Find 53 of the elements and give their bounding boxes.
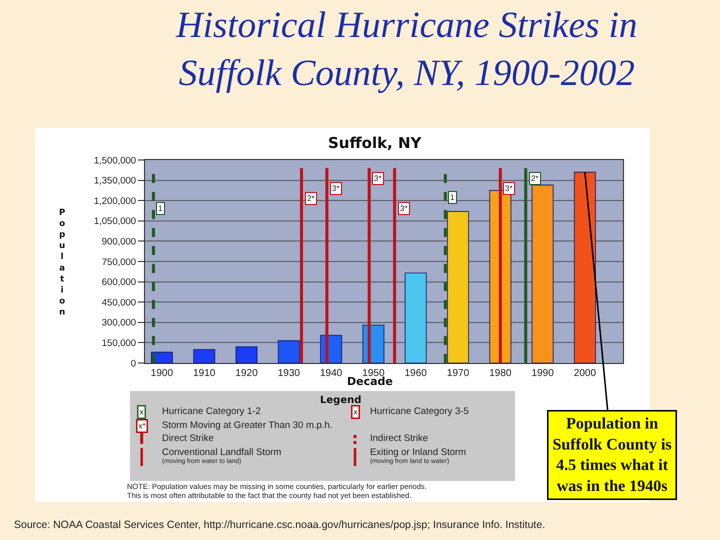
text: Direct Strike	[162, 433, 214, 444]
y-tick-label: 1,050,000	[94, 216, 136, 228]
text: Storm Moving at Greater Than 30 m.p.h.	[162, 420, 332, 431]
annotation: Population in Suffolk County is 4.5 times what it was in the 1940s	[552, 416, 672, 495]
bar	[404, 272, 427, 363]
annotation: 2*	[307, 194, 315, 203]
bar	[447, 211, 469, 363]
bar	[193, 349, 216, 363]
y-tick-label: 150,000	[102, 338, 136, 350]
annotation: 1	[158, 204, 163, 213]
text: x*	[138, 422, 146, 430]
y-tick-label: 450,000	[102, 297, 136, 308]
y-tick-label: 1,200,000	[94, 196, 136, 207]
x-axis-title: Decade	[347, 375, 393, 388]
annotation: 3*	[400, 204, 408, 213]
x-tick-label: 1920	[235, 368, 258, 379]
x-tick-label: 2000	[574, 368, 596, 379]
text: Indirect Strike	[370, 433, 428, 444]
x-tick-label: 1980	[489, 368, 512, 379]
y-tick-label: 900,000	[102, 236, 136, 248]
source-note: Source: NOAA Coastal Services Center, http://hurricane.csc.noaa.gov/hurricanes/pop.jsp; Insurance Info. Institute.	[14, 519, 546, 531]
annotation: 2*	[531, 174, 539, 183]
bar	[278, 340, 300, 363]
x-tick-label: 1990	[532, 368, 554, 379]
x-tick-label: 1910	[193, 368, 216, 379]
x-tick-label: 1930	[278, 368, 300, 379]
legend-title: Legend	[320, 395, 362, 406]
y-tick-label: 750,000	[102, 256, 136, 268]
annotation: 3*	[374, 174, 382, 183]
text: Exiting or Inland Storm	[370, 447, 466, 458]
x-tick-label: 1970	[446, 368, 470, 379]
chart-title: Historical Hurricane Strikes in Suffolk County, NY, 1900-2002	[175, 5, 638, 94]
text: x	[354, 408, 358, 416]
y-tick-label: 0	[130, 358, 136, 370]
text: Hurricane Category 1-2	[162, 406, 261, 417]
x-tick-label: 1900	[150, 368, 174, 379]
x-tick-label: 1940	[320, 368, 343, 379]
y-tick-label: 1,500,000	[94, 155, 136, 166]
y-tick-label: 600,000	[102, 277, 136, 288]
bar	[574, 172, 596, 363]
y-tick-label: 300,000	[102, 318, 136, 329]
x-tick-label: 1960	[404, 368, 428, 379]
text: Conventional Landfall Storm	[162, 447, 282, 458]
y-tick-label: 1,350,000	[94, 176, 136, 187]
annotation: 3*	[505, 184, 513, 193]
bar	[236, 346, 258, 363]
text: Hurricane Category 3-5	[370, 406, 469, 417]
chart-subtitle: Suffolk, NY	[328, 134, 423, 152]
text: Population	[59, 208, 66, 318]
text: x	[140, 408, 144, 416]
annotation: 3*	[332, 184, 340, 193]
bar	[532, 184, 554, 363]
annotation: 1	[450, 193, 455, 202]
